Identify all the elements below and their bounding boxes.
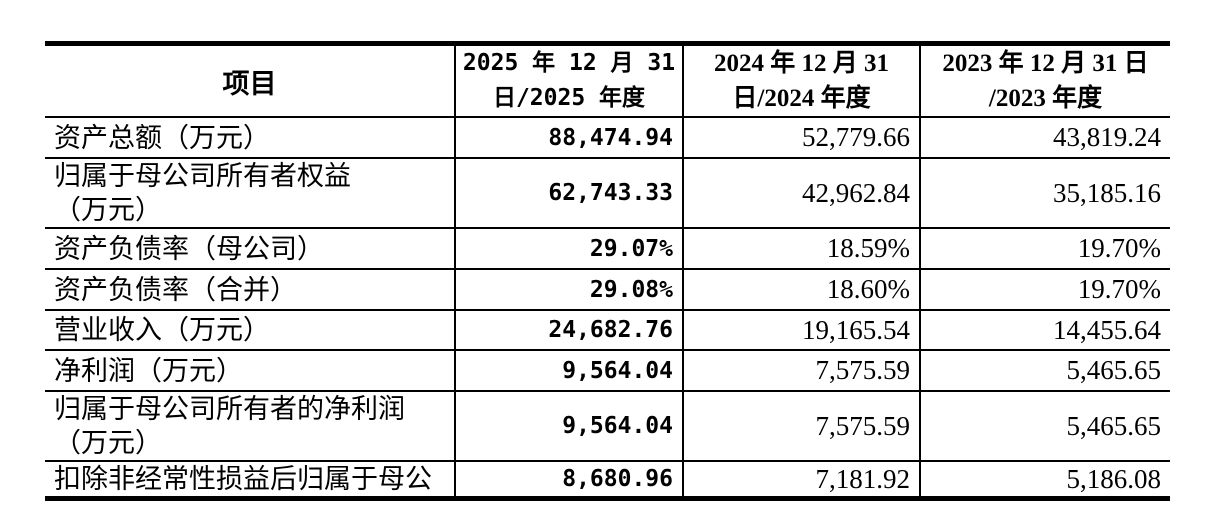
value-2023: 5,186.08 <box>919 460 1170 500</box>
row-label: 营业收入（万元） <box>45 309 456 351</box>
value-2023: 43,819.24 <box>919 116 1170 159</box>
row-label: 资产负债率（母公司） <box>45 227 456 270</box>
value-2025: 62,743.33 <box>454 157 684 229</box>
row-label: 扣除非经常性损益后归属于母公 <box>45 460 456 500</box>
row-label: 资产负债率（合并） <box>45 268 456 311</box>
header-2025: 2025 年 12 月 31 日/2025 年度 <box>454 42 684 118</box>
table-row-debt-ratio-consolidated: 资产负债率（合并） 29.08% 18.60% 19.70% <box>45 268 1170 311</box>
table-row-total-assets: 资产总额（万元） 88,474.94 52,779.66 43,819.24 <box>45 116 1170 159</box>
value-2023: 19.70% <box>919 268 1170 311</box>
table-row-debt-ratio-parent: 资产负债率（母公司） 29.07% 18.59% 19.70% <box>45 227 1170 270</box>
value-2024: 18.59% <box>682 227 921 270</box>
value-2025: 8,680.96 <box>454 460 684 500</box>
value-2024: 7,181.92 <box>682 460 921 500</box>
header-item: 项目 <box>45 42 456 118</box>
value-2024: 42,962.84 <box>682 157 921 229</box>
table-row-net-profit: 净利润（万元） 9,564.04 7,575.59 5,465.65 <box>45 349 1170 392</box>
value-2024: 52,779.66 <box>682 116 921 159</box>
row-label: 净利润（万元） <box>45 349 456 392</box>
value-2023: 19.70% <box>919 227 1170 270</box>
value-2025: 24,682.76 <box>454 309 684 351</box>
value-2023: 5,465.65 <box>919 349 1170 392</box>
row-label: 归属于母公司所有者的净利润 （万元） <box>45 390 456 462</box>
value-2024: 7,575.59 <box>682 349 921 392</box>
value-2025: 29.07% <box>454 227 684 270</box>
value-2025: 29.08% <box>454 268 684 311</box>
value-2025: 88,474.94 <box>454 116 684 159</box>
table-row-parent-net-profit: 归属于母公司所有者的净利润 （万元） 9,564.04 7,575.59 5,4… <box>45 390 1170 462</box>
row-label: 归属于母公司所有者权益 （万元） <box>45 157 456 229</box>
financial-summary-table: 项目 2025 年 12 月 31 日/2025 年度 2024 年 12 月 … <box>45 41 1170 501</box>
value-2025: 9,564.04 <box>454 349 684 392</box>
value-2025: 9,564.04 <box>454 390 684 462</box>
value-2024: 19,165.54 <box>682 309 921 351</box>
value-2023: 14,455.64 <box>919 309 1170 351</box>
table-row-parent-equity: 归属于母公司所有者权益 （万元） 62,743.33 42,962.84 35,… <box>45 157 1170 229</box>
table-row-deducted-net-profit: 扣除非经常性损益后归属于母公 8,680.96 7,181.92 5,186.0… <box>45 460 1170 500</box>
financial-summary-table-wrap: 项目 2025 年 12 月 31 日/2025 年度 2024 年 12 月 … <box>45 41 1170 501</box>
value-2023: 5,465.65 <box>919 390 1170 462</box>
header-2023: 2023 年 12 月 31 日 /2023 年度 <box>919 42 1170 118</box>
table-header-row: 项目 2025 年 12 月 31 日/2025 年度 2024 年 12 月 … <box>45 42 1170 118</box>
table-row-operating-revenue: 营业收入（万元） 24,682.76 19,165.54 14,455.64 <box>45 309 1170 351</box>
row-label: 资产总额（万元） <box>45 116 456 159</box>
value-2024: 7,575.59 <box>682 390 921 462</box>
value-2024: 18.60% <box>682 268 921 311</box>
value-2023: 35,185.16 <box>919 157 1170 229</box>
header-2024: 2024 年 12 月 31 日/2024 年度 <box>682 42 921 118</box>
